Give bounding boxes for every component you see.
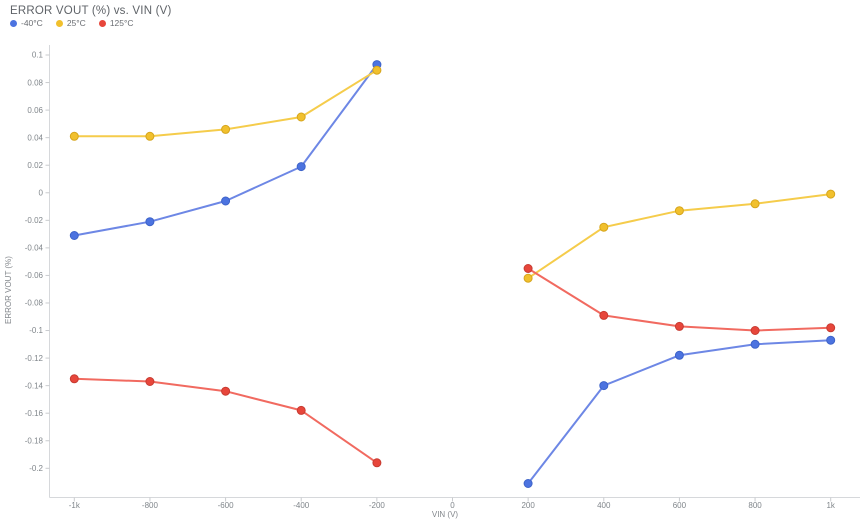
x-axis-title: VIN (V): [431, 510, 459, 519]
legend-item-label: -40°C: [21, 18, 43, 28]
y-tick-label: -0.2: [29, 464, 43, 473]
data-point-25°C[interactable]: [296, 112, 306, 122]
series-dot-icon: [10, 19, 17, 27]
data-point-125°C[interactable]: [599, 310, 609, 320]
y-tick-label: -0.04: [25, 244, 44, 253]
x-tick-label: -1k: [69, 501, 81, 510]
series-line--40°C: [527, 339, 831, 485]
data-point--40°C[interactable]: [296, 162, 306, 172]
x-tick-label: 800: [748, 501, 762, 510]
data-point--40°C[interactable]: [69, 231, 79, 240]
x-tick-label: 600: [673, 501, 687, 510]
data-point-125°C[interactable]: [69, 374, 79, 384]
y-tick-label: 0.06: [27, 106, 43, 115]
data-point-125°C[interactable]: [750, 326, 760, 335]
series-dot-icon: [55, 19, 63, 27]
legend-item-label: 25°C: [66, 18, 86, 28]
data-point--40°C[interactable]: [750, 339, 760, 349]
data-point-25°C[interactable]: [523, 273, 533, 283]
y-tick-label: -0.1: [29, 326, 43, 335]
data-point--40°C[interactable]: [145, 217, 155, 227]
data-point-25°C[interactable]: [674, 206, 684, 216]
y-tick-label: -0.12: [25, 354, 44, 363]
y-tick-label: -0.06: [25, 271, 44, 280]
data-point-25°C[interactable]: [145, 131, 155, 141]
legend: -40°C 25°C 125°C: [10, 18, 134, 28]
y-tick-label: -0.16: [25, 409, 44, 418]
data-point-125°C[interactable]: [372, 458, 382, 468]
x-tick-label: -200: [369, 501, 386, 510]
legend-item-25c[interactable]: 25°C: [55, 18, 86, 28]
x-tick-label: 1k: [826, 501, 835, 510]
data-point-125°C[interactable]: [523, 264, 533, 273]
legend-item-label: 125°C: [109, 18, 134, 28]
data-point-25°C[interactable]: [599, 222, 609, 232]
x-tick-label: -600: [218, 501, 235, 510]
data-point--40°C[interactable]: [523, 479, 533, 488]
y-tick-label: -0.18: [25, 436, 44, 445]
y-tick-label: 0.1: [32, 51, 44, 60]
x-tick-label: 200: [521, 501, 535, 510]
chart-title: ERROR VOUT (%) vs. VIN (V): [10, 5, 172, 17]
legend-item-minus40c[interactable]: -40°C: [10, 18, 43, 28]
series-line-125°C: [527, 267, 831, 332]
y-tick-label: 0.08: [27, 78, 43, 87]
series-dot-icon: [98, 19, 106, 27]
y-tick-label: -0.14: [25, 381, 44, 390]
y-tick-label: 0.02: [27, 161, 43, 170]
legend-item-125c[interactable]: 125°C: [98, 18, 134, 28]
data-point-125°C[interactable]: [296, 405, 306, 415]
data-point-25°C[interactable]: [372, 65, 382, 75]
data-point-125°C[interactable]: [145, 377, 155, 386]
data-point-25°C[interactable]: [750, 199, 760, 209]
y-tick-label: -0.08: [25, 299, 44, 308]
data-point--40°C[interactable]: [599, 381, 609, 391]
data-point-25°C[interactable]: [69, 131, 79, 141]
data-point-25°C[interactable]: [221, 124, 231, 134]
data-point-125°C[interactable]: [826, 323, 836, 333]
y-tick-label: 0: [39, 188, 44, 197]
x-tick-label: -400: [293, 501, 310, 510]
data-point-125°C[interactable]: [674, 321, 684, 331]
y-tick-label: 0.04: [27, 133, 43, 142]
x-tick-label: 400: [597, 501, 611, 510]
x-tick-label: -800: [142, 501, 159, 510]
x-tick-label: 0: [450, 501, 455, 510]
data-point-125°C[interactable]: [221, 386, 231, 396]
series-line--40°C: [74, 64, 378, 237]
data-point--40°C[interactable]: [221, 196, 231, 206]
data-point--40°C[interactable]: [826, 335, 836, 345]
y-tick-label: -0.02: [25, 216, 44, 225]
data-point--40°C[interactable]: [674, 350, 684, 360]
data-point-25°C[interactable]: [826, 189, 836, 199]
